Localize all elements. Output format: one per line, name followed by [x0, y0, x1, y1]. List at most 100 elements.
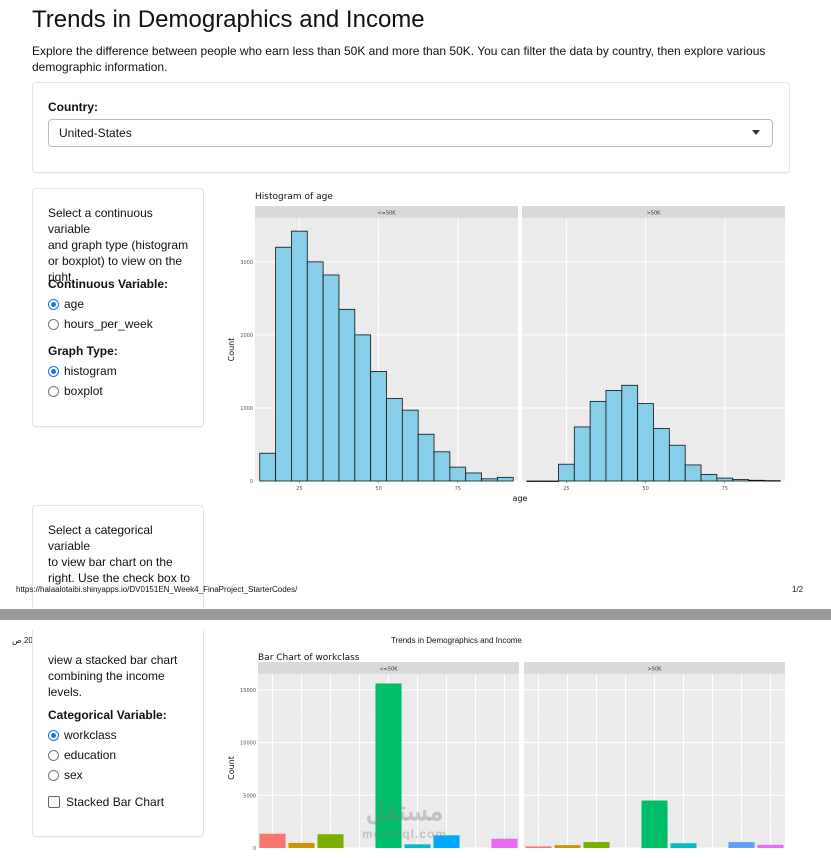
category-bar: [525, 846, 552, 848]
histogram-bar: [354, 334, 372, 482]
continuous-instruction: Select a continuous variable and graph t…: [48, 205, 198, 285]
country-label: Country:: [48, 100, 98, 114]
checkbox-label: Stacked Bar Chart: [66, 795, 165, 809]
y-tick-label: 10000: [240, 741, 256, 747]
histogram-bar: [417, 433, 435, 482]
y-tick-label: 0: [250, 479, 253, 485]
x-axis-label: age: [513, 494, 528, 503]
instruction-line: and graph type (histogram: [48, 238, 189, 252]
print-header-title: Trends in Demographics and Income: [391, 636, 522, 645]
radio-button[interactable]: [48, 318, 59, 330]
categorical-instruction-cont: view a stacked bar chart combining the i…: [48, 652, 198, 700]
footer-url: https://halaalotaibi.shinyapps.io/DV0151…: [16, 585, 298, 594]
histogram-bar: [716, 477, 734, 482]
x-tick-label: 50: [642, 486, 648, 492]
radio-sex[interactable]: sex: [48, 768, 83, 782]
histogram-bar: [481, 478, 498, 482]
category-bar: [641, 800, 668, 848]
category-bar: [259, 833, 286, 848]
facet-label: >50K: [647, 211, 662, 217]
radio-education[interactable]: education: [48, 748, 116, 762]
radio-age[interactable]: age: [48, 297, 84, 311]
histogram-bar: [465, 472, 482, 482]
page-separator: [0, 609, 831, 620]
radio-button[interactable]: [48, 385, 59, 397]
radio-button[interactable]: [48, 298, 59, 310]
category-bar: [433, 835, 460, 848]
category-bar: [583, 842, 610, 848]
category-bar: [757, 844, 784, 848]
facet-label: <=50K: [377, 211, 396, 217]
histogram-bar: [748, 479, 765, 482]
graph-type-label: Graph Type:: [48, 344, 118, 358]
radio-button[interactable]: [48, 769, 59, 781]
continuous-variable-label: Continuous Variable:: [48, 277, 169, 291]
page-description: Explore the difference between people wh…: [32, 44, 766, 74]
radio-label: hours_per_week: [64, 317, 153, 331]
instruction-line: levels.: [48, 685, 83, 699]
radio-histogram[interactable]: histogram: [48, 364, 117, 378]
histogram-bar: [449, 466, 467, 482]
facet-strip: [258, 662, 519, 674]
histogram-bar: [573, 426, 591, 482]
y-tick-label: 3000: [240, 260, 253, 266]
radio-hours-per-week[interactable]: hours_per_week: [48, 317, 153, 331]
facet-strip: [524, 662, 785, 674]
histogram-bar: [732, 479, 749, 482]
x-tick-label: 75: [455, 486, 461, 492]
chart-title: Histogram of age: [255, 192, 333, 202]
watermark: مستقل mostaql.com: [362, 796, 447, 841]
y-axis-label: Count: [227, 338, 236, 362]
x-tick-label: 50: [375, 486, 381, 492]
page-2: 10:40 2025/7/1 ص Trends in Demographics …: [0, 620, 831, 858]
radio-label: age: [64, 297, 85, 311]
histogram-bar: [764, 480, 781, 482]
histogram-bar: [338, 308, 356, 482]
y-tick-label: 15000: [240, 688, 256, 694]
country-select[interactable]: United-States: [48, 119, 773, 147]
x-tick-label: 75: [722, 486, 728, 492]
category-bar: [317, 834, 344, 848]
histogram-bar: [386, 398, 403, 482]
category-bar: [554, 845, 581, 848]
category-bar: [404, 844, 431, 848]
histogram-bar: [542, 480, 559, 482]
y-tick-label: 2000: [240, 333, 253, 339]
radio-label: histogram: [64, 364, 117, 378]
category-bar: [375, 683, 402, 848]
age-histogram: Histogram of age Count age 0 1000 2000 3000 <=5…: [227, 192, 785, 503]
instruction-line: right.: [48, 270, 75, 284]
histogram-bar: [291, 230, 308, 482]
continuous-panel: Select a continuous variable and graph t…: [32, 188, 204, 427]
x-tick-label: 25: [563, 486, 569, 492]
workclass-bar-chart: Bar Chart of workclass Count 0 5000 10000 150…: [227, 653, 785, 852]
categorical-panel: view a stacked bar chart combining the i…: [32, 630, 204, 837]
radio-button[interactable]: [48, 729, 59, 741]
histogram-bar: [306, 261, 324, 482]
histogram-bar: [558, 463, 575, 482]
histogram-bar: [621, 384, 639, 482]
radio-label: education: [64, 748, 117, 762]
radio-workclass[interactable]: workclass: [48, 728, 117, 742]
radio-button[interactable]: [48, 749, 59, 761]
histogram-bar: [526, 480, 543, 482]
instruction-line: to view bar chart on the: [48, 555, 173, 569]
watermark-arabic: مستقل: [365, 796, 444, 826]
radio-button[interactable]: [48, 365, 59, 377]
y-axis-label: Count: [227, 756, 236, 780]
histogram-bar: [684, 464, 702, 482]
radio-label: sex: [64, 768, 83, 782]
histogram-bar: [700, 474, 718, 482]
histogram-bar: [322, 274, 340, 482]
histogram-bar: [605, 390, 623, 482]
categorical-panel-top: Select a categorical variable to view ba…: [32, 505, 204, 609]
page-title: Trends in Demographics and Income: [32, 6, 425, 33]
radio-boxplot[interactable]: boxplot: [48, 384, 103, 398]
checkbox[interactable]: [48, 796, 60, 808]
footer-page-number: 1/2: [792, 585, 804, 594]
categorical-instruction: Select a categorical variable to view ba…: [48, 522, 198, 586]
facet-label: <=50K: [379, 667, 398, 673]
facet-label: >50K: [648, 667, 663, 673]
radio-label: workclass: [64, 728, 117, 742]
stacked-bar-checkbox[interactable]: Stacked Bar Chart: [48, 795, 164, 809]
